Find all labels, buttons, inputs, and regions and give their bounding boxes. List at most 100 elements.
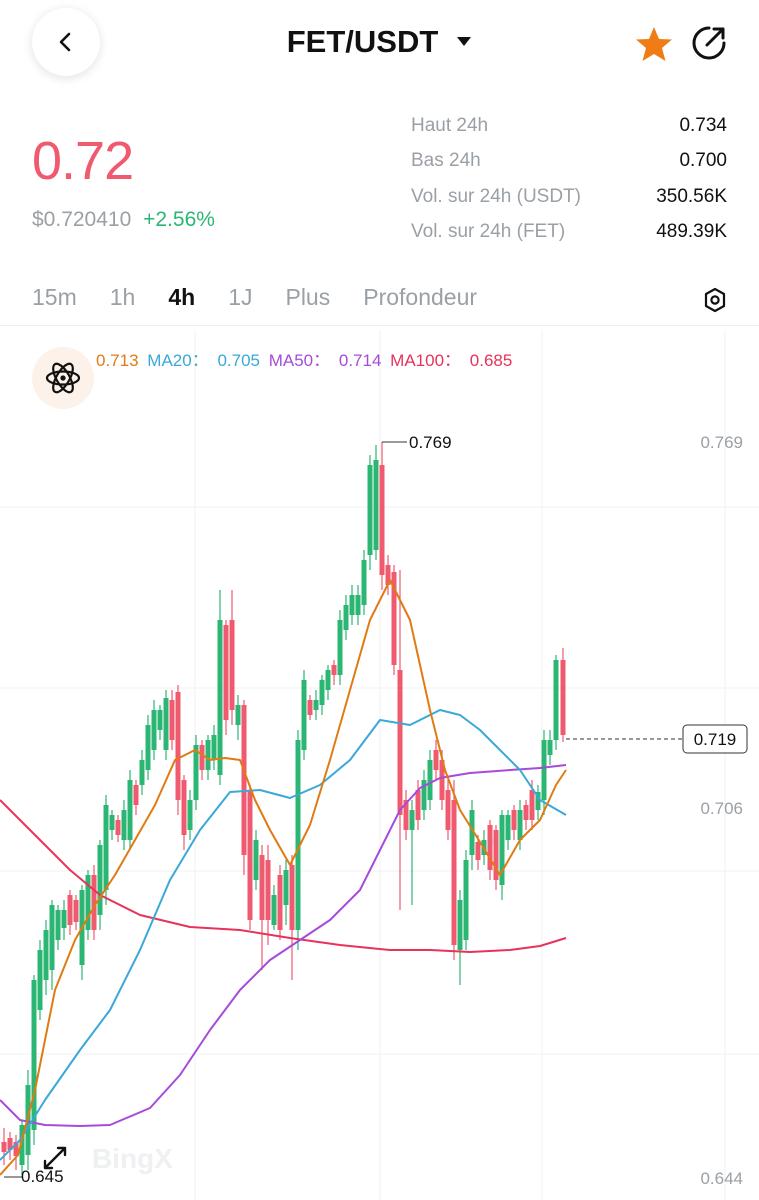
candle-body bbox=[211, 735, 217, 760]
ma-value-1: 0.713 bbox=[96, 351, 139, 370]
usd-price: $0.720410 bbox=[32, 208, 132, 231]
candle-body bbox=[7, 1138, 13, 1150]
candle-body bbox=[439, 760, 445, 800]
candle-body bbox=[337, 620, 343, 675]
candle-body bbox=[403, 800, 409, 830]
candle-body bbox=[445, 790, 451, 830]
candle-body bbox=[397, 670, 403, 815]
candle-body bbox=[265, 860, 271, 920]
candle-body bbox=[391, 572, 397, 665]
ma20-line bbox=[0, 709, 567, 1161]
pair-title: FET/USDT bbox=[286, 24, 439, 59]
candle-body bbox=[283, 870, 289, 905]
tab-1h[interactable]: 1h bbox=[109, 284, 136, 310]
candle-body bbox=[367, 465, 373, 555]
candle-body bbox=[307, 700, 313, 715]
low-price-label: 0.645 bbox=[21, 1167, 64, 1186]
candle-body bbox=[103, 805, 109, 890]
stat-vol-usdt: Vol. sur 24h (USDT) 350.56K bbox=[411, 185, 727, 207]
tab-15m[interactable]: 15m bbox=[32, 284, 77, 310]
candle-body bbox=[181, 780, 187, 835]
candle-body bbox=[97, 845, 103, 915]
tab-profondeur[interactable]: Profondeur bbox=[363, 284, 478, 310]
stat-low-24h: Bas 24h 0.700 bbox=[411, 150, 727, 172]
candle-body bbox=[427, 760, 433, 800]
current-price-label: 0.719 bbox=[694, 730, 737, 749]
candle-body bbox=[67, 895, 73, 925]
chevron-left-icon bbox=[59, 32, 71, 52]
favorite-star-icon[interactable] bbox=[634, 24, 674, 64]
candle-body bbox=[409, 810, 415, 830]
candle-body bbox=[259, 855, 265, 920]
candle-body bbox=[43, 930, 49, 980]
candle-body bbox=[151, 710, 157, 750]
candle-body bbox=[523, 805, 529, 820]
price-info: $0.720410 +2.56% bbox=[32, 208, 215, 232]
candle-body bbox=[169, 700, 175, 740]
ma50-line bbox=[0, 764, 567, 1127]
divider bbox=[0, 325, 759, 326]
candle-body bbox=[253, 840, 259, 880]
candle-body bbox=[373, 460, 379, 550]
candle-body bbox=[223, 625, 229, 720]
candle-body bbox=[13, 1142, 19, 1156]
candle-body bbox=[325, 670, 331, 690]
candle-body bbox=[475, 842, 481, 860]
candle-body bbox=[277, 875, 283, 930]
ma100-line bbox=[0, 799, 567, 953]
candle-body bbox=[145, 725, 151, 770]
candle-body bbox=[355, 595, 361, 615]
ma50-value: 0.714 bbox=[338, 351, 382, 370]
candle-body bbox=[127, 780, 133, 840]
candle-body bbox=[295, 740, 301, 930]
candle-body bbox=[37, 950, 43, 1010]
candle-body bbox=[193, 745, 199, 800]
candle-body bbox=[535, 792, 541, 810]
share-icon[interactable] bbox=[690, 24, 728, 62]
candlestick-chart[interactable]: BingX 0.719 0.769 0.645 0.769 0.706 0.644 bbox=[0, 330, 759, 1200]
stats-panel: Haut 24h 0.734 Bas 24h 0.700 Vol. sur 24h … bbox=[411, 108, 727, 250]
current-price-box[interactable] bbox=[682, 724, 748, 754]
candle-body bbox=[205, 740, 211, 770]
candle-body bbox=[349, 595, 355, 615]
high-price-label: 0.769 bbox=[409, 433, 452, 452]
candle-body bbox=[55, 910, 61, 940]
candle-body bbox=[319, 680, 325, 705]
candle-body bbox=[115, 820, 121, 835]
candle-body bbox=[31, 980, 37, 1130]
token-logo-button[interactable] bbox=[32, 347, 94, 409]
candle-body bbox=[139, 760, 145, 785]
back-button[interactable] bbox=[32, 8, 100, 76]
tab-1j[interactable]: 1J bbox=[228, 284, 253, 310]
y-axis-label: 0.644 bbox=[700, 1169, 743, 1188]
ma100-value: 0.685 bbox=[469, 351, 513, 370]
candle-body bbox=[499, 815, 505, 885]
candle-body bbox=[133, 785, 139, 805]
pair-selector[interactable]: FET/USDT bbox=[287, 24, 473, 60]
candle-body bbox=[241, 705, 247, 855]
candle-body bbox=[529, 790, 535, 820]
ma20-value: 0.705 bbox=[217, 351, 260, 370]
ma-legend: 0.713 MA20： 0.705 MA50： 0.714 MA100： 0.6… bbox=[32, 346, 516, 371]
candle-body bbox=[421, 780, 427, 810]
candle-body bbox=[361, 560, 367, 605]
candle-body bbox=[91, 875, 97, 930]
candle-body bbox=[187, 800, 193, 830]
candle-body bbox=[1, 1142, 7, 1152]
stat-high-24h: Haut 24h 0.734 bbox=[411, 114, 727, 136]
candle-body bbox=[301, 680, 307, 750]
tab-4h[interactable]: 4h bbox=[168, 284, 196, 310]
ma-fast-line bbox=[0, 579, 567, 1176]
candle-body bbox=[235, 705, 241, 725]
tab-plus[interactable]: Plus bbox=[285, 284, 331, 310]
candle-body bbox=[73, 900, 79, 922]
settings-icon[interactable] bbox=[703, 287, 727, 313]
price-change: +2.56% bbox=[143, 208, 215, 231]
y-axis-label: 0.706 bbox=[700, 799, 743, 818]
candle-body bbox=[469, 810, 475, 855]
candle-body bbox=[493, 830, 499, 880]
candle-body bbox=[289, 865, 295, 930]
candle-body bbox=[331, 665, 337, 675]
ma20-label: MA20： bbox=[147, 351, 209, 370]
expand-icon[interactable] bbox=[43, 1146, 67, 1170]
